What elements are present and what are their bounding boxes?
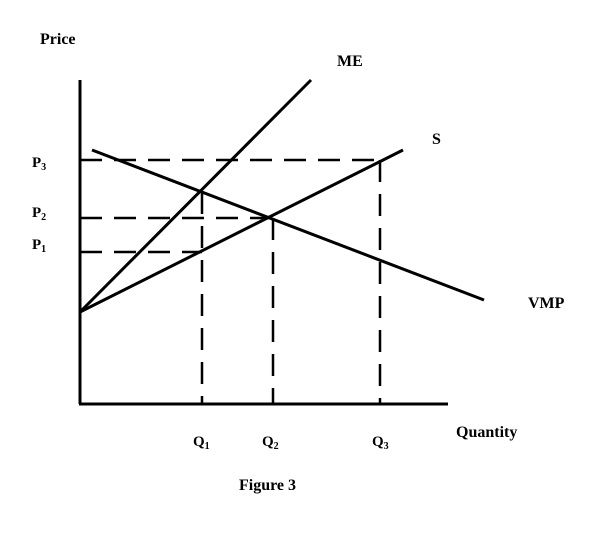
x-axis-title: Quantity <box>456 424 517 441</box>
p2-label: P2 <box>32 205 46 223</box>
me-label: ME <box>337 53 363 70</box>
q1-label: Q1 <box>193 434 210 452</box>
q2-label: Q2 <box>262 434 279 452</box>
q3-label: Q3 <box>372 434 389 452</box>
vmp-curve <box>91 148 485 302</box>
figure-caption: Figure 3 <box>239 477 296 494</box>
s-label: S <box>432 131 441 148</box>
vmp-label: VMP <box>528 295 565 312</box>
p1-label: P1 <box>32 237 46 255</box>
p3-label: P3 <box>32 155 46 173</box>
s-curve <box>79 148 404 314</box>
y-axis-title: Price <box>40 31 76 48</box>
me-curve <box>78 78 313 314</box>
